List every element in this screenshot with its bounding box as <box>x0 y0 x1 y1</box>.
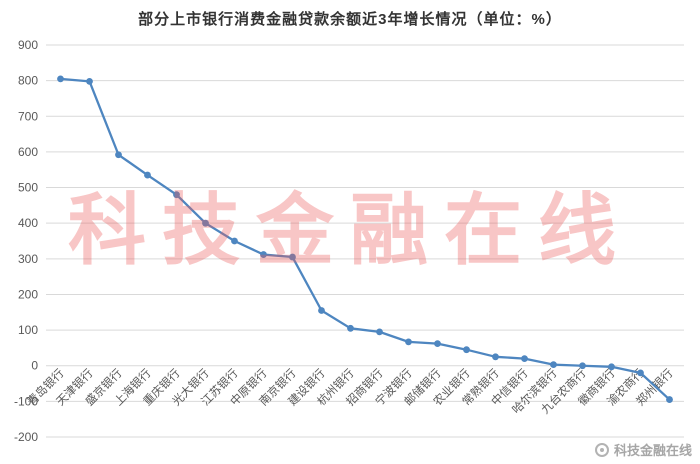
data-line <box>60 77 671 401</box>
x-axis-labels: 青岛银行天津银行盛京银行上海银行重庆银行光大银行江苏银行中原银行南京银行建设银行… <box>24 366 675 417</box>
svg-text:200: 200 <box>18 287 38 301</box>
svg-text:900: 900 <box>18 38 38 52</box>
chart-title: 部分上市银行消费金融贷款余额近3年增长情况（单位：%） <box>138 11 562 28</box>
svg-text:0: 0 <box>31 359 38 373</box>
svg-text:600: 600 <box>18 145 38 159</box>
y-axis-labels: 900 800 700 600 500 400 300 200 100 0 -100 -200 <box>14 38 38 444</box>
svg-text:300: 300 <box>18 252 38 266</box>
svg-text:800: 800 <box>18 74 38 88</box>
svg-text:100: 100 <box>18 323 38 337</box>
svg-text:-200: -200 <box>14 430 38 444</box>
svg-text:700: 700 <box>18 109 38 123</box>
svg-text:500: 500 <box>18 181 38 195</box>
svg-text:400: 400 <box>18 216 38 230</box>
svg-text:-100: -100 <box>14 394 38 408</box>
data-points <box>57 75 673 403</box>
